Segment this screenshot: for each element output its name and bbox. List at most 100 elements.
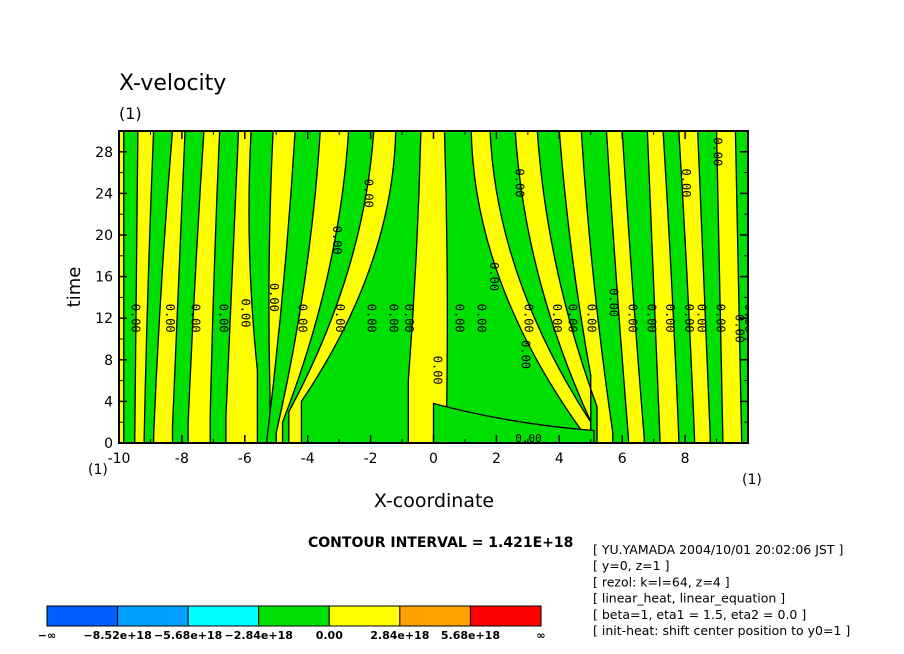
x-unit-left: (1) xyxy=(88,462,108,478)
x-tick-label: -2 xyxy=(364,451,378,467)
contour-label: 0.00 xyxy=(453,304,467,333)
contour-label: 0.00 xyxy=(361,179,375,208)
info-line: [ beta=1, eta1 = 1.5, eta2 = 0.0 ] xyxy=(593,607,806,622)
contour-label: 0.00 xyxy=(663,304,677,333)
info-line: [ y=0, z=1 ] xyxy=(593,558,669,573)
contour-label: 0.00 xyxy=(679,169,693,198)
contour-label: 0.00 xyxy=(295,304,309,333)
colorbar-label: 0.00 xyxy=(316,629,343,642)
contour-labels: 0.00 0.00 0.00 0.00 0.00 0.00 0.00 0.00 0.00 0.00… xyxy=(129,137,748,445)
chart-title: X-velocity xyxy=(119,71,226,96)
colorbar-label: −8.52e+18 xyxy=(83,629,151,642)
colorbar-swatch xyxy=(328,605,401,627)
x-tick-label: 2 xyxy=(492,451,501,467)
colorbar-swatch xyxy=(117,605,189,627)
contour-label: 0.00 xyxy=(550,304,564,333)
contour-label: 0.00 xyxy=(522,304,536,333)
x-tick-label: 4 xyxy=(555,451,564,467)
contour-interval: CONTOUR INTERVAL = 1.421E+18 xyxy=(308,535,573,551)
y-tick-label: 20 xyxy=(95,228,113,244)
central-wedge xyxy=(432,402,595,443)
y-tick-label: 16 xyxy=(95,270,113,286)
colorbar-label: −∞ xyxy=(38,629,56,642)
green-band-15 xyxy=(734,131,748,443)
x-tick-label: -4 xyxy=(301,451,315,467)
x-tick-label: -6 xyxy=(238,451,252,467)
contour-label: 0.00 xyxy=(129,304,143,333)
info-block: [ YU.YAMADA 2004/10/01 20:02:06 JST ][ y… xyxy=(593,542,850,638)
green-band-0 xyxy=(123,131,139,443)
x-tick-label: 6 xyxy=(618,451,627,467)
contour-label: 0.00 xyxy=(585,304,599,333)
contour-label: 0.00 xyxy=(333,304,347,333)
y-tick-label: 24 xyxy=(95,186,113,202)
contour-label: 0.00 xyxy=(487,262,501,291)
green-band-11 xyxy=(580,131,630,443)
contour-label: 0.00 xyxy=(267,283,281,312)
y-tick-label: 8 xyxy=(104,353,113,369)
y-tick-label: 28 xyxy=(95,145,113,161)
green-band-12 xyxy=(621,131,661,443)
info-line: [ linear_heat, linear_equation ] xyxy=(593,591,785,606)
contour-label: 0.00 xyxy=(519,340,533,369)
contour-label: 0.00 xyxy=(695,304,709,333)
contour-label: 0.00 xyxy=(188,304,202,333)
contour-label: 0.00 xyxy=(625,304,639,333)
y-tick-label: 4 xyxy=(104,394,113,410)
green-band-14 xyxy=(697,131,724,443)
contour-label: 0.00 xyxy=(644,304,658,333)
contour-label: 0.00 xyxy=(330,226,344,255)
contour-label: 0.00 xyxy=(515,432,542,445)
contour-label: 0.00 xyxy=(732,314,746,343)
colorbar-label: −2.84e+18 xyxy=(225,629,293,642)
contour-label: 0.00 xyxy=(710,137,724,166)
colorbar-swatch xyxy=(399,605,471,627)
info-line: [ rezol: k=l=64, z=4 ] xyxy=(593,574,730,589)
x-axis-label: X-coordinate xyxy=(374,490,494,512)
colorbar-swatch xyxy=(46,605,119,627)
colorbar-label: 5.68e+18 xyxy=(441,629,500,642)
contour-label: 0.00 xyxy=(475,304,489,333)
colorbar-labels: −∞ −8.52e+18 −5.68e+18 −2.84e+18 0.00 2.84e+1… xyxy=(38,629,546,642)
colorbar-swatch xyxy=(187,605,260,627)
title-unit: (1) xyxy=(119,104,142,123)
contour-label: 0.00 xyxy=(239,299,253,328)
y-axis: 0 4 8 12 16 20 24 28 xyxy=(95,145,748,452)
green-band-7 xyxy=(300,131,422,443)
contour-label: 0.00 xyxy=(364,304,378,333)
contour-label: 0.00 xyxy=(386,304,400,333)
green-band-1 xyxy=(143,131,174,443)
colorbar-label: 2.84e+18 xyxy=(370,629,429,642)
negative-bands xyxy=(123,131,748,443)
contour-label: 0.00 xyxy=(682,304,696,333)
green-band-2 xyxy=(171,131,205,443)
colorbar-label: ∞ xyxy=(536,629,545,642)
x-unit-right: (1) xyxy=(742,472,762,488)
contour-label: 0.00 xyxy=(607,288,621,317)
contour-field: 0.00 0.00 0.00 0.00 0.00 0.00 0.00 0.00 0.00 0.00… xyxy=(119,131,748,445)
contour-label: 0.00 xyxy=(431,356,445,385)
colorbar-label: −5.68e+18 xyxy=(154,629,222,642)
y-tick-label: 0 xyxy=(104,436,113,452)
x-axis: -10 -8 -6 -4 -2 0 2 4 6 8 xyxy=(108,131,718,467)
x-tick-label: -10 xyxy=(108,451,131,467)
contour-label: 0.00 xyxy=(714,304,728,333)
green-band-10 xyxy=(536,131,598,443)
colorbar-swatch xyxy=(469,605,542,627)
x-tick-label: -8 xyxy=(175,451,189,467)
green-band-3 xyxy=(209,131,240,443)
green-band-5 xyxy=(266,131,321,443)
contour-label: 0.00 xyxy=(402,304,416,333)
info-line: [ YU.YAMADA 2004/10/01 20:02:06 JST ] xyxy=(593,542,843,557)
x-tick-label: 8 xyxy=(681,451,690,467)
contour-label: 0.00 xyxy=(566,304,580,333)
x-tick-label: 0 xyxy=(429,451,438,467)
contour-label: 0.00 xyxy=(163,304,177,333)
colorbar xyxy=(46,605,542,627)
green-band-6 xyxy=(281,131,375,443)
green-band-9 xyxy=(489,131,595,443)
info-line: [ init-heat: shift center position to y0… xyxy=(593,623,850,638)
y-tick-label: 12 xyxy=(95,311,113,327)
contour-label: 0.00 xyxy=(512,169,526,198)
